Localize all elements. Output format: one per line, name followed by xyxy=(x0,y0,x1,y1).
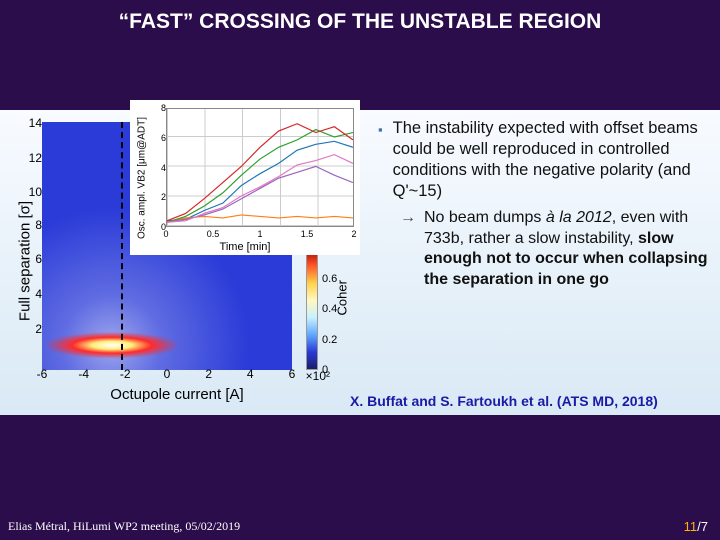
heatmap-xticks: -6 -4 -2 0 2 4 6 xyxy=(42,367,292,381)
bullet-main-text: The instability expected with offset bea… xyxy=(393,118,708,202)
slide-title: “FAST” CROSSING OF THE UNSTABLE REGION xyxy=(0,0,720,34)
heatmap-yticks: 2 4 6 8 10 12 14 xyxy=(26,122,42,370)
bullet-sub-arrow: → xyxy=(400,208,416,290)
bullet-main: ▪ The instability expected with offset b… xyxy=(378,118,708,202)
bullet-marker: ▪ xyxy=(378,118,383,202)
content-panel: Full separation [σ] 2 4 6 8 10 12 14 -6 … xyxy=(0,110,720,415)
page-total: 7 xyxy=(701,519,708,534)
inset-ylabel: Osc. ampl. VB2 [μm@ADT] xyxy=(137,108,148,248)
bullet-sub: → No beam dumps à la 2012, even with 733… xyxy=(400,208,708,290)
inset-xlabel: Time [min] xyxy=(220,241,271,253)
colorbar xyxy=(306,248,318,370)
bullet-block: ▪ The instability expected with offset b… xyxy=(378,118,708,290)
inset-plot-area xyxy=(166,108,354,227)
footer-left: Elias Métral, HiLumi WP2 meeting, 05/02/… xyxy=(8,519,240,534)
inset-xticks: 0 0.5 1 1.5 2 xyxy=(166,229,354,241)
page-current: 11 xyxy=(684,519,698,534)
inset-lines xyxy=(167,109,353,227)
heatmap-xlabel: Octupole current [A] xyxy=(110,386,243,403)
heatmap-vline xyxy=(121,122,123,370)
inset-chart: Osc. ampl. VB2 [μm@ADT] 0 2 4 6 8 0 0.5 … xyxy=(130,100,360,255)
footer-page: 11/7 xyxy=(684,519,708,534)
inset-yticks: 0 2 4 6 8 xyxy=(150,108,166,227)
citation: X. Buffat and S. Fartoukh et al. (ATS MD… xyxy=(350,393,658,409)
bullet-sub-text: No beam dumps à la 2012, even with 733b,… xyxy=(424,208,708,290)
colorbar-label: Coher xyxy=(335,280,350,315)
